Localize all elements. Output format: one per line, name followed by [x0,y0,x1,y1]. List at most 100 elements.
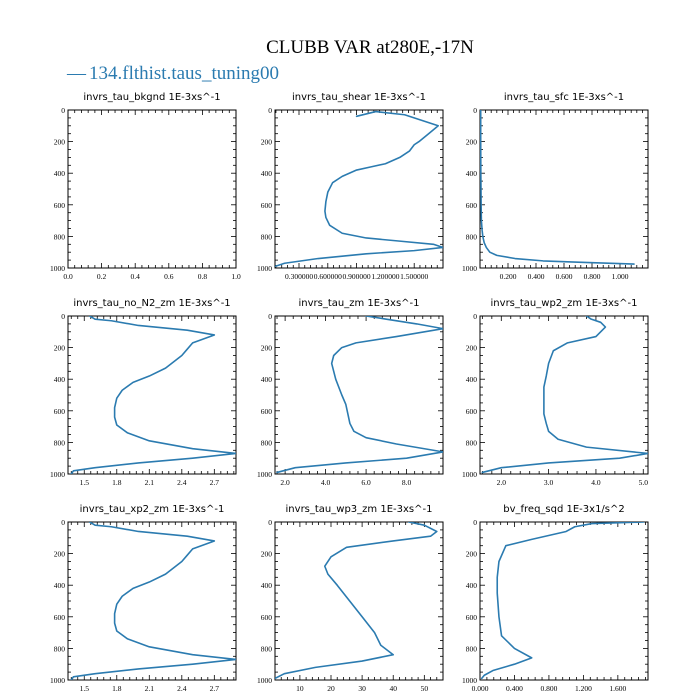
panel-invrs-tau-zm: invrs_tau_zm 1E-3xs^-1 0 200 400 600 800 1000 2… [257,298,444,487]
y-tick-label: 1000 [462,264,477,273]
x-tick-label: 1.8 [112,478,122,487]
panel-bv-freq-sqd: bv_freq_sqd 1E-3x1/s^2020040060080010000… [462,504,649,693]
x-tick-label: 2.4 [177,684,187,693]
legend-label: 134.flthist.taus_tuning00 [89,63,279,84]
series-line [70,316,236,474]
y-tick-label: 0 [473,106,477,115]
x-tick-label: 0.900000 [343,272,371,281]
x-tick-label: 4.0 [321,478,331,487]
x-tick-label: 1.600 [609,684,626,693]
x-tick-label: 2.0 [497,478,507,487]
y-tick-label: 800 [466,232,478,241]
x-tick-label: 6.0 [361,478,371,487]
legend-dash: — [66,63,87,84]
panel-title: invrs_tau_bkgnd 1E-3xs^-1 [83,92,220,103]
y-tick-label: 0 [61,106,65,115]
panel-invrs-tau-wp2-zm: invrs_tau_wp2_zm 1E-3xs^-1 0 200 400 600 800 1… [462,298,649,487]
y-tick-label: 0 [473,518,477,527]
figure-title: CLUBB VAR at280E,-17N [266,37,474,58]
y-tick-label: 600 [54,613,66,622]
x-tick-label: 2.7 [210,684,220,693]
y-tick-label: 800 [261,438,273,447]
y-tick-label: 600 [466,201,478,210]
x-tick-label: 1.200000 [371,272,399,281]
y-tick-label: 0 [268,312,272,321]
panels: invrs_tau_bkgnd 1E-3xs^-1020040060080010… [50,92,649,693]
y-tick-label: 200 [466,550,478,559]
x-tick-label: 0.400 [528,272,545,281]
x-tick-label: 0.800 [540,684,557,693]
y-tick-label: 200 [466,138,478,147]
x-tick-label: 1.500000 [400,272,428,281]
y-tick-label: 400 [261,375,273,384]
y-tick-label: 800 [54,232,66,241]
y-tick-label: 400 [466,581,478,590]
panel-title: invrs_tau_xp2_zm 1E-3xs^-1 [80,504,225,515]
x-tick-label: 1.8 [112,684,122,693]
x-tick-label: 10 [296,684,304,693]
y-tick-label: 400 [261,581,273,590]
y-tick-label: 1000 [257,264,272,273]
y-tick-label: 600 [54,407,66,416]
y-tick-label: 800 [54,438,66,447]
x-tick-label: 1.200 [575,684,592,693]
x-tick-label: 1.0 [231,272,241,281]
y-tick-label: 1000 [50,264,65,273]
x-tick-label: 0.200 [500,272,517,281]
series-line [275,110,443,268]
y-tick-label: 0 [268,518,272,527]
x-tick-label: 0.000 [472,684,489,693]
panel-invrs-tau-xp2-zm: invrs_tau_xp2_zm 1E-3xs^-1 0 200 400 600 800 1… [50,504,237,693]
panel-title: invrs_tau_shear 1E-3xs^-1 [292,92,426,103]
x-tick-label: 4.0 [591,478,601,487]
y-tick-label: 800 [466,644,478,653]
y-tick-label: 200 [466,344,478,353]
series-line [480,522,645,680]
x-tick-label: 50 [421,684,429,693]
x-tick-label: 5.0 [639,478,649,487]
y-tick-label: 200 [54,550,66,559]
plot-frame [274,109,444,269]
panel-invrs-tau-no-N2-zm: invrs_tau_no_N2_zm 1E-3xs^-1 0 200 400 600 80… [50,298,237,487]
plot-frame [274,315,444,475]
y-tick-label: 1000 [462,676,477,685]
y-tick-label: 400 [466,169,478,178]
x-tick-label: 0.6 [164,272,174,281]
y-tick-label: 200 [261,344,273,353]
y-tick-label: 800 [54,644,66,653]
series-line [275,522,438,680]
y-tick-label: 600 [261,201,273,210]
x-tick-label: 0.400 [506,684,523,693]
x-tick-label: 0.8 [198,272,208,281]
panel-invrs-tau-bkgnd: invrs_tau_bkgnd 1E-3xs^-1 0 200 400 600 800 10… [50,92,241,281]
x-tick-label: 1.5 [80,478,90,487]
plot-frame [67,109,237,269]
y-tick-label: 800 [261,644,273,653]
y-tick-label: 1000 [257,676,272,685]
series-line [70,522,236,680]
y-tick-label: 200 [54,344,66,353]
y-tick-label: 1000 [257,470,272,479]
y-tick-label: 200 [261,550,273,559]
legend: — 134.flthist.taus_tuning00 [66,63,279,84]
x-tick-label: 2.1 [145,684,155,693]
y-tick-label: 1000 [462,470,477,479]
panel-title: invrs_tau_no_N2_zm 1E-3xs^-1 [73,298,230,309]
x-tick-label: 0.4 [131,272,141,281]
panel-title: invrs_tau_wp2_zm 1E-3xs^-1 [491,298,638,309]
y-tick-label: 0 [61,312,65,321]
y-tick-label: 1000 [50,676,65,685]
panel-invrs-tau-wp3-zm: invrs_tau_wp3_zm 1E-3xs^-1 0 200 400 600 800 1… [257,504,444,693]
x-tick-label: 30 [358,684,366,693]
y-tick-label: 800 [466,438,478,447]
x-tick-label: 1.5 [80,684,90,693]
x-tick-label: 2.4 [177,478,187,487]
x-tick-label: 3.0 [544,478,554,487]
x-tick-label: 40 [389,684,397,693]
x-tick-label: 8.0 [402,478,412,487]
x-tick-label: 0.600000 [314,272,342,281]
y-tick-label: 400 [54,169,66,178]
panel-title: invrs_tau_wp3_zm 1E-3xs^-1 [286,504,433,515]
x-tick-label: 0.600 [556,272,573,281]
